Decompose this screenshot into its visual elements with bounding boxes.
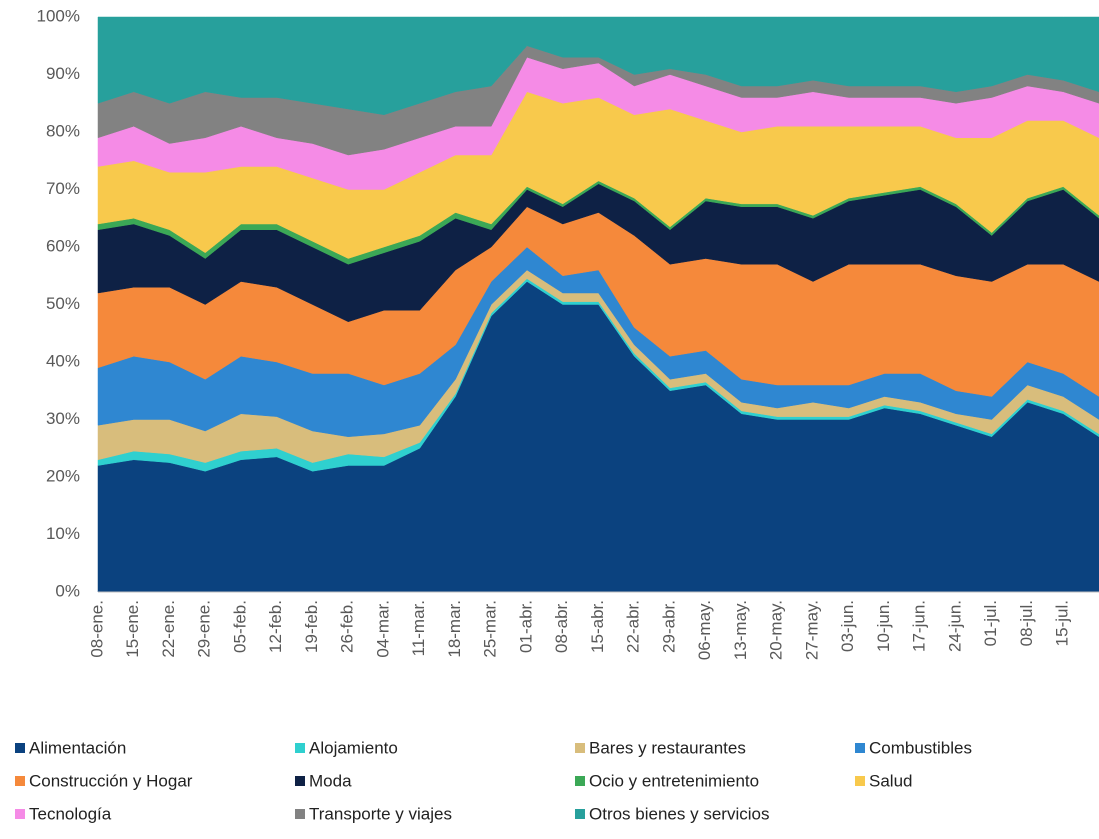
x-tick-label: 05-feb. <box>230 600 249 653</box>
x-tick-label: 08-ene. <box>87 600 106 658</box>
legend-swatch <box>15 743 25 753</box>
legend-swatch <box>295 776 305 786</box>
y-tick-label: 90% <box>46 64 80 83</box>
x-tick-label: 29-abr. <box>659 600 678 653</box>
x-tick-label: 27-may. <box>802 600 821 660</box>
legend-swatch <box>295 743 305 753</box>
x-tick-label: 12-feb. <box>266 600 285 653</box>
y-tick-label: 80% <box>46 121 80 140</box>
x-tick-label: 01-jul. <box>981 600 1000 646</box>
x-tick-label: 22-abr. <box>624 600 643 653</box>
y-tick-label: 70% <box>46 179 80 198</box>
legend-swatch <box>855 776 865 786</box>
x-tick-label: 22-ene. <box>159 600 178 658</box>
legend-swatch <box>575 743 585 753</box>
legend-label: Alojamiento <box>309 738 398 757</box>
legend-swatch <box>575 809 585 819</box>
legend-swatch <box>15 776 25 786</box>
x-tick-label: 19-feb. <box>302 600 321 653</box>
area <box>97 16 1099 116</box>
x-tick-label: 15-jul. <box>1053 600 1072 646</box>
legend: Alimentación Alojamiento Bares y restauran… <box>15 738 972 823</box>
x-tick-label: 08-abr. <box>552 600 571 653</box>
x-tick-label: 25-mar. <box>481 600 500 658</box>
legend-label: Moda <box>309 771 352 790</box>
x-tick-label: 29-ene. <box>195 600 214 658</box>
y-tick-label: 10% <box>46 524 80 543</box>
y-tick-label: 30% <box>46 409 80 428</box>
x-tick-label: 08-jul. <box>1017 600 1036 646</box>
y-tick-label: 40% <box>46 351 80 370</box>
x-tick-label: 04-mar. <box>373 600 392 658</box>
x-tick-label: 13-may. <box>731 600 750 660</box>
x-tick-label: 15-abr. <box>588 600 607 653</box>
x-tick-label: 26-feb. <box>338 600 357 653</box>
x-tick-label: 01-abr. <box>516 600 535 653</box>
x-tick-label: 11-mar. <box>409 600 428 656</box>
legend-label: Salud <box>869 771 912 790</box>
legend-label: Construcción y Hogar <box>29 771 193 790</box>
y-tick-label: 50% <box>46 294 80 313</box>
legend-swatch <box>295 809 305 819</box>
legend-label: Otros bienes y servicios <box>589 804 769 823</box>
legend-swatch <box>575 776 585 786</box>
legend-label: Bares y restaurantes <box>589 738 746 757</box>
legend-label: Tecnología <box>29 804 112 823</box>
y-tick-label: 0% <box>55 581 80 600</box>
legend-label: Combustibles <box>869 738 972 757</box>
legend-swatch <box>15 809 25 819</box>
x-tick-label: 10-jun. <box>874 600 893 652</box>
y-tick-label: 100% <box>37 6 80 25</box>
x-tick-label: 15-ene. <box>123 600 142 658</box>
x-tick-label: 17-jun. <box>910 600 929 652</box>
legend-label: Ocio y entretenimiento <box>589 771 759 790</box>
y-tick-label: 20% <box>46 466 80 485</box>
legend-swatch <box>855 743 865 753</box>
x-tick-label: 03-jun. <box>838 600 857 652</box>
x-tick-label: 06-may. <box>695 600 714 660</box>
x-tick-label: 24-jun. <box>945 600 964 652</box>
y-tick-label: 60% <box>46 236 80 255</box>
legend-label: Alimentación <box>29 738 126 757</box>
x-tick-label: 20-may. <box>767 600 786 660</box>
legend-label: Transporte y viajes <box>309 804 452 823</box>
x-tick-label: 18-mar. <box>445 600 464 658</box>
